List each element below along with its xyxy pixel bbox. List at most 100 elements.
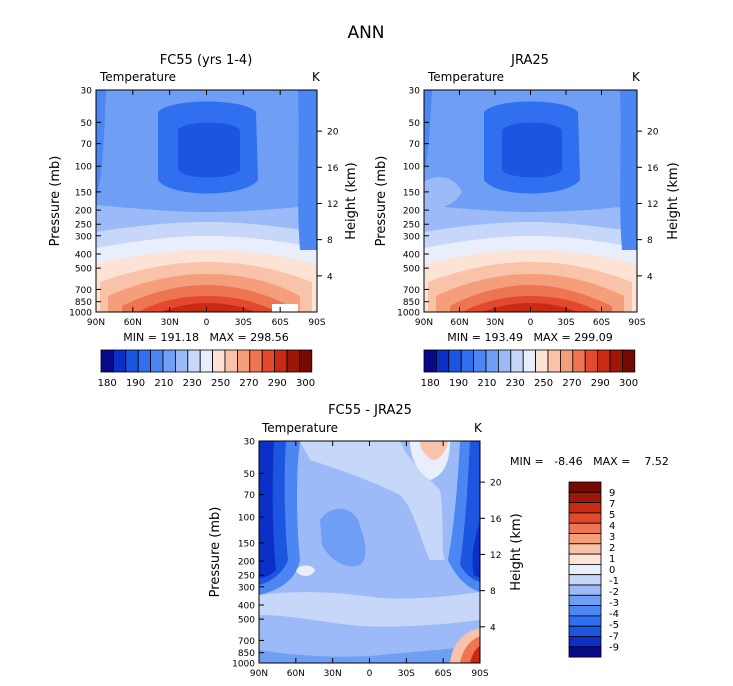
colorbar-swatch [568, 646, 602, 658]
panel-jra25: JRA25 Temperature K 30507010015020025030… [374, 53, 681, 389]
y-tick-label: 850 [75, 298, 92, 308]
colorbar-swatch [137, 349, 151, 373]
y-tick-label: 50 [244, 470, 256, 480]
y2-tick-label: 20 [490, 479, 502, 489]
y-tick-label: 1000 [69, 309, 92, 319]
colorbar-label: 270 [562, 378, 581, 389]
panel-fc55: FC55 (yrs 1-4) Temperature K 30 50 70 100 15… [48, 53, 359, 389]
colorbar-swatch [568, 574, 602, 586]
colorbar-swatch [510, 349, 524, 373]
y-tick-label: 400 [238, 601, 255, 611]
colorbar-label: 290 [591, 378, 610, 389]
unit-label: K [312, 70, 321, 84]
field-label: Temperature [261, 421, 338, 435]
y-tick-label: 30 [81, 87, 93, 97]
y-tick-label: 200 [238, 558, 255, 568]
colorbar-swatch [261, 349, 276, 373]
y-tick-label: 250 [403, 221, 420, 231]
y2-tick-label: 4 [647, 272, 653, 282]
y-tick-label: 400 [75, 250, 92, 260]
y-tick-label: 50 [409, 119, 421, 129]
y-tick-label: 50 [81, 119, 93, 129]
colorbar-label: -2 [609, 587, 619, 598]
x-tick-label: 60S [435, 669, 452, 679]
x-tick-label: 0 [204, 318, 210, 328]
y2-tick-label: 20 [647, 128, 659, 138]
contour-band [160, 303, 256, 312]
colorbar-label: 7 [609, 499, 615, 510]
y-axis-label: Pressure (mb) [374, 156, 389, 247]
contour-band [259, 441, 276, 578]
x-tick-label: 90N [250, 669, 268, 679]
colorbar-label: 190 [449, 378, 468, 389]
colorbar-swatch [199, 349, 213, 373]
stats-label: MIN = -8.46 MAX = 7.52 [510, 455, 669, 468]
colorbar-label: 1 [609, 554, 615, 565]
y-tick-label: 850 [238, 649, 255, 659]
axes: 3050701001502002503004005007008501000481… [397, 87, 659, 329]
contour-band [178, 122, 240, 178]
field-label: Temperature [427, 70, 504, 84]
colorbar-swatch [497, 349, 512, 373]
x-tick-label: 60N [124, 318, 142, 328]
colorbar-swatch [622, 349, 636, 373]
colorbar-swatch [568, 543, 602, 555]
contour-band [295, 565, 315, 576]
y-tick-label: 500 [75, 265, 92, 275]
y-axis-label: Pressure (mb) [208, 507, 223, 598]
y2-tick-label: 8 [327, 236, 333, 246]
colorbar-swatch [298, 349, 313, 373]
y-tick-label: 70 [244, 491, 256, 501]
unit-label: K [632, 70, 641, 84]
colorbar-label: 250 [211, 378, 230, 389]
y-tick-label: 70 [81, 140, 93, 150]
colorbar-swatch [568, 522, 602, 534]
contour-band [259, 592, 480, 627]
contour-band [424, 90, 432, 170]
y-tick-label: 200 [403, 207, 420, 217]
y2-axis-label: Height (km) [344, 162, 359, 239]
y2-tick-label: 8 [490, 587, 496, 597]
x-tick-label: 90S [471, 669, 488, 679]
colorbar-swatch [568, 512, 602, 524]
colorbar-swatch [568, 491, 602, 503]
y-tick-label: 150 [75, 188, 92, 198]
y-tick-label: 300 [238, 583, 255, 593]
colorbar-swatch [522, 349, 537, 373]
x-tick-label: 60S [593, 318, 610, 328]
colorbar-swatch [568, 564, 602, 576]
x-tick-label: 60S [272, 318, 289, 328]
colorbar-swatch [212, 349, 226, 373]
colorbar-swatch [568, 502, 602, 514]
colorbar-swatch [568, 584, 602, 596]
colorbar-swatch [568, 553, 602, 565]
colorbar-swatch [485, 349, 499, 373]
y-tick-label: 1000 [397, 309, 420, 319]
colorbar-label: 210 [154, 378, 173, 389]
x-tick-label: 90S [308, 318, 325, 328]
colorbar-swatch [435, 349, 450, 373]
colorbar-label: -5 [609, 620, 619, 631]
colorbar-swatch [286, 349, 300, 373]
colorbar-swatch [150, 349, 164, 373]
colorbar-label: 180 [421, 378, 440, 389]
y2-tick-label: 16 [327, 164, 339, 174]
colorbar-swatch [100, 349, 114, 373]
y-tick-label: 300 [403, 232, 420, 242]
colorbar-label: 270 [239, 378, 258, 389]
y-tick-label: 150 [403, 188, 420, 198]
y-tick-label: 850 [403, 298, 420, 308]
colorbar-label: 230 [506, 378, 525, 389]
contour-band [298, 90, 317, 250]
x-tick-label: 30S [235, 318, 252, 328]
colorbar: 180 190 210 230 250 270 290 300 [98, 349, 315, 389]
colorbar-swatch [249, 349, 263, 373]
temperature-contours [424, 90, 637, 312]
contour-band [620, 90, 637, 250]
y-tick-label: 150 [238, 539, 255, 549]
y2-tick-label: 12 [490, 551, 501, 561]
x-tick-label: 0 [367, 669, 373, 679]
colorbar-swatch [535, 349, 549, 373]
